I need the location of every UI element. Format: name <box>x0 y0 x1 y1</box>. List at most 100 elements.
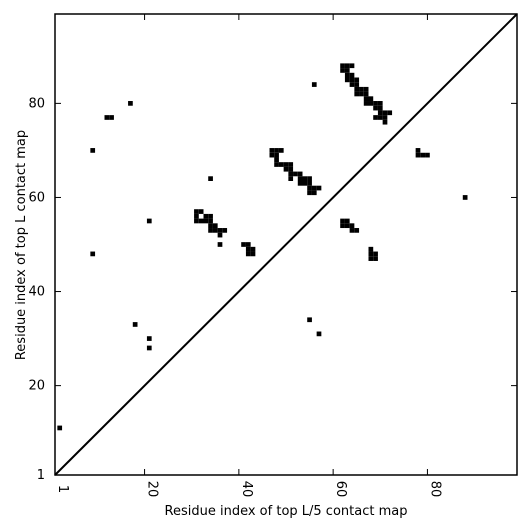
contact-cell <box>377 110 383 116</box>
contact-cell <box>146 345 152 351</box>
contact-cell <box>146 336 152 341</box>
contact-cell <box>377 115 383 120</box>
contact-cell <box>344 72 350 78</box>
contact-cell <box>132 322 138 327</box>
contact-cell <box>344 223 350 229</box>
contact-cell <box>373 251 378 257</box>
contact-cell <box>302 176 308 181</box>
contact-cell <box>307 176 312 181</box>
contact-cell <box>307 185 312 191</box>
contact-cell <box>297 180 303 186</box>
contact-cell <box>222 228 228 233</box>
contact-cell <box>109 115 114 120</box>
contact-cell <box>340 68 345 73</box>
contact-cell <box>104 115 110 120</box>
contact-cell <box>368 251 374 257</box>
diagonal-line <box>54 13 518 476</box>
contact-cell <box>462 195 468 200</box>
contact-cell <box>387 110 393 116</box>
contact-cell <box>203 218 209 224</box>
contact-cell <box>344 68 350 73</box>
x-tick-label: 20 <box>145 481 160 498</box>
contact-cell <box>57 425 63 431</box>
contact-cell <box>307 180 312 186</box>
contact-cell <box>274 148 279 153</box>
contact-cell <box>217 228 223 233</box>
contact-cell <box>128 101 133 106</box>
contact-cell <box>368 101 374 106</box>
contact-cell <box>278 148 284 153</box>
y-tick-label: 1 <box>37 468 45 483</box>
contact-cell <box>208 176 213 181</box>
contact-cell <box>415 152 421 158</box>
contact-cell <box>269 148 275 153</box>
contact-cell <box>363 101 369 106</box>
contact-cell <box>316 185 322 191</box>
contact-cell <box>359 86 364 92</box>
contact-cell <box>307 317 312 323</box>
contact-cell <box>373 256 378 261</box>
contact-cell <box>245 242 251 247</box>
x-axis: 1 20 40 60 80 <box>54 14 442 498</box>
contact-cell <box>359 91 364 97</box>
x-tick-label: 80 <box>427 481 442 498</box>
contact-cell <box>208 223 213 229</box>
contact-cell <box>198 209 204 214</box>
contact-cell <box>368 256 374 261</box>
x-tick-label: 60 <box>333 481 348 498</box>
contact-cell <box>208 213 213 219</box>
contact-cell <box>349 82 355 87</box>
contact-cell <box>212 223 218 229</box>
contact-cell <box>297 176 303 181</box>
contact-cell <box>363 96 369 102</box>
x-axis-label: Residue index of top L/5 contact map <box>165 504 408 519</box>
y-tick-label: 80 <box>28 96 45 111</box>
contact-cell <box>311 190 317 196</box>
y-axis-label: Residue index of top L contact map <box>14 130 29 360</box>
contact-cell <box>316 331 322 337</box>
plot-frame <box>54 13 518 476</box>
contact-cell <box>425 152 430 158</box>
contact-cell <box>340 218 345 224</box>
contact-cell <box>363 91 369 97</box>
contact-cell <box>363 86 369 92</box>
contact-cell <box>349 63 355 69</box>
contact-cell <box>349 77 355 83</box>
contact-cell <box>354 82 360 87</box>
contact-cell <box>208 218 213 224</box>
contact-cell <box>302 180 308 186</box>
contact-cell <box>283 162 289 167</box>
contact-cell <box>241 242 246 247</box>
contact-cell <box>269 152 275 158</box>
y-tick-label: 60 <box>28 190 45 205</box>
contact-cell <box>245 246 251 252</box>
contact-cell <box>354 91 360 97</box>
contact-cell <box>203 213 209 219</box>
contact-cell <box>354 86 360 92</box>
contact-cell <box>340 63 345 69</box>
contact-cell <box>212 228 218 233</box>
contact-cell <box>198 218 204 224</box>
contact-cell <box>373 115 378 120</box>
contact-cell <box>344 63 350 69</box>
contact-cell <box>250 251 256 257</box>
contact-cell <box>288 176 294 181</box>
contact-cell <box>217 232 223 238</box>
contact-cell <box>194 218 199 224</box>
contact-cell <box>274 157 279 163</box>
contact-cell <box>349 228 355 233</box>
contact-cell <box>354 228 360 233</box>
contact-cell <box>90 148 96 153</box>
contact-cell <box>382 115 388 120</box>
x-tick-label: 40 <box>239 481 254 498</box>
contact-cell <box>208 228 213 233</box>
contact-cell <box>311 185 317 191</box>
contact-cell <box>288 171 294 177</box>
contact-cell <box>377 101 383 106</box>
contact-cell <box>382 119 388 125</box>
contact-cell <box>146 218 152 224</box>
contact-cell <box>368 96 374 102</box>
contact-cell <box>354 77 360 83</box>
contact-cell <box>349 223 355 229</box>
